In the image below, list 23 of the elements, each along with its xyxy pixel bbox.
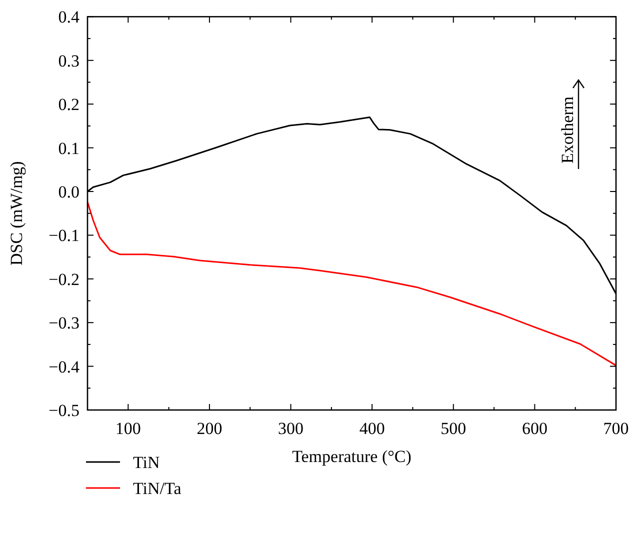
y-tick-label: 0.2 [58,95,80,114]
x-tick-label: 400 [359,419,385,438]
x-tick-label: 700 [603,419,629,438]
x-tick-label: 300 [278,419,304,438]
y-tick-label: −0.1 [48,226,80,246]
y-axis-title: DSC (mW/mg) [7,161,26,266]
y-tick-label: 0.1 [58,138,80,158]
y-tick-label: −0.2 [48,270,80,289]
y-tick-label: −0.5 [48,400,80,420]
line-series [88,201,616,366]
x-axis-title: Temperature (°C) [292,447,412,466]
y-tick-label: −0.4 [48,357,80,376]
y-tick-label: 0.3 [58,51,80,70]
x-tick-label: 100 [115,419,141,438]
legend-label: TiN/Ta [133,478,182,498]
annotation: Exotherm [558,96,577,164]
y-tick-label: 0.4 [58,8,80,27]
legend-label: TiN [133,452,160,472]
y-tick-label: 0.0 [58,182,80,202]
x-tick-label: 500 [440,419,466,438]
x-tick-label: 600 [522,419,548,438]
x-tick-label: 200 [196,419,222,438]
y-tick-label: −0.3 [48,314,80,333]
